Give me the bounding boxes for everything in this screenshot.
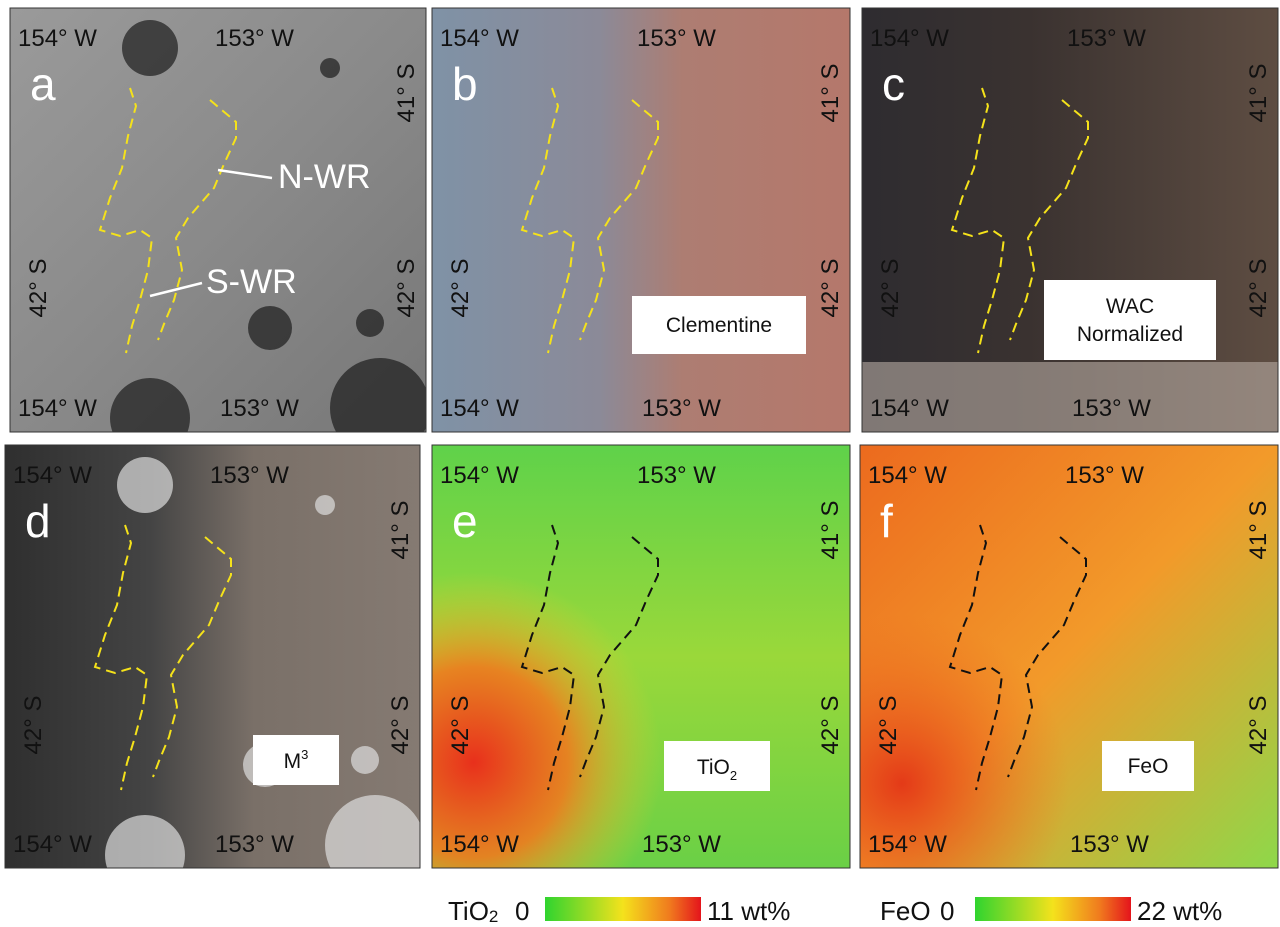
panel-overlay	[860, 445, 1278, 868]
lat-label: 41° S	[1245, 64, 1272, 123]
colorbar-min: 0	[515, 896, 529, 926]
lat-label: 42° S	[817, 259, 844, 318]
colorbar-title-base: TiO	[448, 896, 489, 926]
lon-label: 154° W	[13, 831, 92, 858]
lon-label: 153° W	[220, 395, 299, 422]
lat-label: 41° S	[817, 501, 844, 560]
crater	[325, 795, 425, 895]
annotation: S-WR	[206, 263, 297, 301]
panel-image	[10, 8, 430, 458]
inset-label-sup: 3	[301, 747, 308, 762]
lon-label: 153° W	[642, 395, 721, 422]
lon-label: 153° W	[215, 25, 294, 52]
panel-letter: f	[880, 495, 893, 547]
crater	[122, 20, 178, 76]
lat-label: 42° S	[875, 696, 902, 755]
figure: 154° W 153° W 154° W 153° W 41° S 42° S 42° S a…	[0, 0, 1280, 927]
lat-label: 41° S	[387, 501, 414, 560]
colorbar-title-base: FeO	[880, 896, 931, 926]
panel-letter: d	[25, 495, 51, 547]
inset-label-base: TiO	[697, 756, 730, 779]
lon-label: 153° W	[642, 831, 721, 858]
lat-label: 41° S	[1245, 501, 1272, 560]
panel: 154° W 153° W 154° W 153° W 41° S 42° S 42° S d…	[5, 445, 425, 895]
inset-label: FeO	[1128, 755, 1169, 778]
colorbar	[545, 897, 701, 921]
lat-label: 42° S	[877, 259, 904, 318]
colorbar-max: 11 wt%	[707, 896, 790, 926]
panel-image	[432, 8, 850, 432]
lat-label: 41° S	[393, 64, 420, 123]
lat-label: 42° S	[817, 696, 844, 755]
colorbar-title-sub: 2	[489, 907, 498, 926]
lon-label: 154° W	[18, 25, 97, 52]
colorbar-title: FeO	[880, 896, 931, 926]
crater	[330, 358, 430, 458]
panel-overlay	[432, 445, 850, 868]
crater	[315, 495, 335, 515]
colorbar	[975, 897, 1131, 921]
panel: 154° W 153° W 154° W 153° W 41° S 42° S 42° S b…	[432, 8, 850, 432]
lat-label: 42° S	[1245, 259, 1272, 318]
lat-label: 42° S	[1245, 696, 1272, 755]
lon-label: 154° W	[870, 25, 949, 52]
panel-image	[860, 445, 1278, 868]
lon-label: 153° W	[1065, 462, 1144, 489]
panel-image	[5, 445, 425, 895]
lat-label: 41° S	[817, 64, 844, 123]
lat-label: 42° S	[25, 259, 52, 318]
panel-letter: b	[452, 58, 478, 110]
inset-label-base: M	[284, 750, 302, 773]
lon-label: 153° W	[215, 831, 294, 858]
annotation: N-WR	[278, 158, 371, 196]
inset-label: Clementine	[666, 314, 772, 337]
lat-label: 42° S	[447, 259, 474, 318]
lon-label: 154° W	[870, 395, 949, 422]
colorbar-title: TiO2	[448, 896, 498, 926]
panel-letter: c	[882, 58, 905, 110]
lon-label: 153° W	[1070, 831, 1149, 858]
lon-label: 154° W	[13, 462, 92, 489]
panel-letter: a	[30, 58, 56, 110]
panel: 154° W 153° W 154° W 153° W 41° S 42° S 42° S a…	[10, 8, 430, 458]
colorbar-min: 0	[940, 896, 954, 926]
crater	[351, 746, 379, 774]
lat-label: 42° S	[20, 696, 47, 755]
lon-label: 154° W	[868, 831, 947, 858]
panel: 154° W 153° W 154° W 153° W 41° S 42° S 42° S c…	[862, 8, 1278, 432]
lon-label: 154° W	[440, 831, 519, 858]
lat-label: 42° S	[393, 259, 420, 318]
lon-label: 153° W	[1072, 395, 1151, 422]
lon-label: 153° W	[210, 462, 289, 489]
panel-background	[432, 8, 850, 432]
crater	[248, 306, 292, 350]
crater	[117, 457, 173, 513]
crater	[320, 58, 340, 78]
lat-label: 42° S	[447, 696, 474, 755]
inset-label: Normalized	[1077, 323, 1183, 346]
inset-box	[1044, 280, 1216, 360]
panel: 154° W 153° W 154° W 153° W 41° S 42° S 42° S e…	[432, 445, 850, 868]
panel-letter: e	[452, 495, 478, 547]
crater	[356, 309, 384, 337]
lon-label: 153° W	[1067, 25, 1146, 52]
lon-label: 154° W	[440, 25, 519, 52]
lon-label: 154° W	[868, 462, 947, 489]
lon-label: 154° W	[18, 395, 97, 422]
panel-image	[432, 445, 850, 868]
inset-label-sub: 2	[730, 768, 737, 783]
inset-label: WAC	[1106, 295, 1154, 318]
lon-label: 153° W	[637, 25, 716, 52]
lon-label: 154° W	[440, 395, 519, 422]
lon-label: 154° W	[440, 462, 519, 489]
lon-label: 153° W	[637, 462, 716, 489]
lat-label: 42° S	[387, 696, 414, 755]
crater	[105, 815, 185, 895]
panel: 154° W 153° W 154° W 153° W 41° S 42° S 42° S f…	[860, 445, 1278, 868]
colorbar-max: 22 wt%	[1137, 896, 1222, 926]
panel-image	[862, 8, 1278, 432]
